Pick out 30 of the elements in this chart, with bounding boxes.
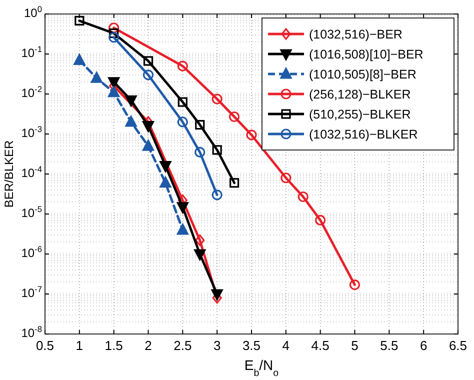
x-tick-label: 0.5 xyxy=(36,338,54,353)
legend-label: (510,255)−BLKER xyxy=(309,108,411,122)
x-tick-label: 2 xyxy=(144,338,152,353)
legend-label: (1032,516)−BER xyxy=(309,28,402,42)
x-tick-label: 6.5 xyxy=(448,338,468,353)
y-axis-title: BER/BLKER xyxy=(2,140,16,208)
x-tick-label: 4 xyxy=(282,338,290,353)
y-tick-label: 10$^{-3}$ xyxy=(21,124,42,140)
y-tick-label: 10$^{-5}$ xyxy=(21,204,42,220)
y-tick-label: 10$^{-7}$ xyxy=(21,284,42,300)
x-tick-label: 6 xyxy=(420,338,428,353)
y-tick-label: 10$^{0}$ xyxy=(24,4,42,20)
legend-label: (1016,508)[10]−BER xyxy=(309,48,424,62)
y-tick-label: 10$^{-2}$ xyxy=(21,84,42,100)
legend-label: (1010,505)[8]−BER xyxy=(309,68,416,82)
y-tick-label: 10$^{-1}$ xyxy=(21,44,42,60)
x-tick-label: 1 xyxy=(76,338,84,353)
legend-label: (256,128)−BLKER xyxy=(309,88,411,102)
legend-label: (1032,516)−BLKER xyxy=(309,128,418,142)
x-axis-title: E$_{b}$/N$_{o}$ xyxy=(244,357,280,378)
x-tick-label: 3.5 xyxy=(242,338,261,353)
x-tick-label: 3 xyxy=(213,338,221,353)
y-tick-label: 10$^{-6}$ xyxy=(21,244,42,260)
x-tick-label: 2.5 xyxy=(174,338,192,353)
y-tick-label: 10$^{-4}$ xyxy=(21,164,42,180)
x-tick-label: 4.5 xyxy=(311,338,330,353)
x-tick-label: 5.5 xyxy=(380,338,398,353)
y-tick-label: 10$^{-8}$ xyxy=(21,324,42,340)
x-tick-label: 5 xyxy=(351,338,358,353)
x-tick-label: 1.5 xyxy=(104,338,123,353)
